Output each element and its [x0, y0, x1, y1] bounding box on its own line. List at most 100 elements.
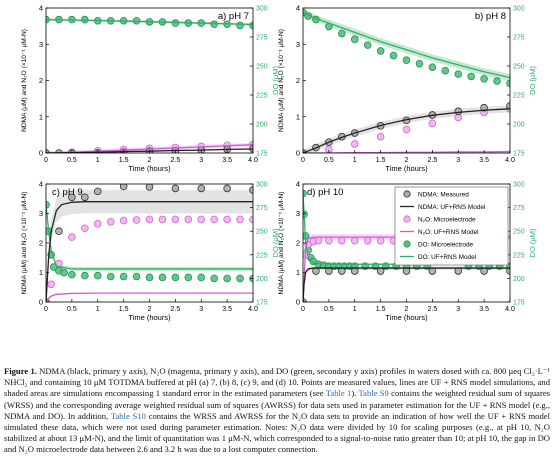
x-tick-label: 2.5	[428, 306, 438, 313]
y-axis-label-left: NDMA (μM) and N₂O (×10⁻¹ μM-N)	[278, 192, 285, 295]
y-tick-label-right: 250	[256, 229, 268, 236]
y-tick-label-left: 0	[39, 298, 43, 307]
x-tick-label: 3	[456, 157, 460, 164]
y-tick-label-left: 3	[39, 40, 43, 49]
y-tick-label-left: 0	[39, 149, 43, 158]
ndma-measured-point	[93, 187, 102, 196]
do-measured-point	[210, 20, 218, 29]
legend: NDMA: Measured NDMA: UF+RNS Model N₂O: Mic…	[394, 186, 509, 266]
legend-marker-do	[403, 240, 411, 248]
y-tick-label-left: 2	[296, 239, 300, 248]
y-tick-label-left: 4	[296, 4, 300, 13]
x-tick-label: 0	[301, 306, 305, 313]
ndma-measured-point	[68, 193, 76, 202]
caption-body: NDMA (black, primary y axis), N₂O (magen…	[4, 366, 550, 454]
ndma-measured-point	[145, 184, 154, 191]
legend-label: NDMA: Measured	[418, 191, 469, 198]
do-measured-point	[106, 272, 115, 281]
y-tick-label-right: 250	[513, 64, 525, 71]
do-measured-point	[376, 47, 385, 55]
n2o-measured-point	[363, 236, 372, 245]
y-tick-label-left: 3	[39, 209, 43, 218]
n2o-measured-point	[376, 132, 385, 141]
y-tick-label-right: 250	[513, 229, 525, 236]
y-axis-label-right: DO (μM)	[528, 228, 537, 257]
y-tick-label-right: 300	[256, 6, 268, 13]
panel-title: a) pH 7	[218, 11, 249, 22]
ndma-measured-point	[46, 149, 50, 153]
plot-area	[46, 184, 253, 302]
x-tick-label: 1.5	[119, 306, 129, 313]
do-measured-point	[415, 59, 424, 68]
do-measured-point	[480, 74, 488, 83]
ndma-model-line	[303, 267, 510, 302]
n2o-measured-point	[171, 215, 180, 224]
ndma-measured-point	[119, 184, 128, 191]
n2o-measured-point	[93, 220, 102, 228]
n2o-measured-point	[402, 125, 411, 134]
n2o-measured-point	[338, 236, 346, 245]
chart-panel: 0 0.5 1 1.5 2 2.5 3 3.5 4.0 0 1 2 3 4 175 200 225 250 275 3…	[21, 4, 280, 174]
y-tick-label-right: 175	[256, 151, 268, 158]
y-axis-label-left: NDMA (μM) and N₂O (×10⁻¹ μM-N)	[21, 29, 28, 132]
ndma-model-band	[46, 189, 253, 302]
do-measured-point	[158, 273, 167, 282]
x-tick-label: 0.5	[324, 157, 334, 164]
x-tick-label: 0.5	[324, 306, 334, 313]
y-tick-label-left: 1	[296, 112, 300, 121]
ndma-measured-point	[249, 186, 253, 194]
do-model-line	[46, 18, 253, 26]
caption-text: contains the weighted residual sum of sq…	[4, 388, 550, 421]
do-measured-point	[467, 72, 475, 81]
x-axis-label: Time (hours)	[128, 313, 171, 322]
ndma-measured-point	[171, 184, 180, 193]
legend-marker-n2o	[403, 215, 411, 223]
caption-table-link[interactable]: Table 1	[325, 388, 352, 399]
do-measured-point	[236, 274, 244, 283]
figure: 0 0.5 1 1.5 2 2.5 3 3.5 4.0012341752002252502753…	[21, 4, 537, 323]
x-tick-label: 4.0	[248, 157, 258, 164]
caption-table-link[interactable]: Table S10	[110, 410, 146, 421]
do-measured-point	[249, 21, 253, 30]
n2o-measured-point	[119, 216, 128, 225]
do-measured-point	[132, 272, 141, 281]
x-tick-label: 3	[456, 306, 460, 313]
x-tick-label: 0	[44, 157, 48, 164]
caption-table-link[interactable]: Table S9	[358, 388, 389, 399]
legend-label: N₂O: Microelectrode	[418, 216, 476, 223]
caption-text: contains the WRSS and AWRSS for the N₂O …	[4, 410, 550, 455]
y-tick-label-left: 3	[296, 40, 300, 49]
y-tick-label-left: 0	[296, 149, 300, 158]
x-tick-label: 3	[199, 157, 203, 164]
y-tick-label-right: 200	[256, 122, 268, 129]
n2o-measured-point	[428, 119, 437, 128]
figure-caption: Figure 1. NDMA (black, primary y axis), …	[4, 366, 550, 456]
do-model-line	[46, 202, 253, 270]
y-tick-label-right: 175	[513, 151, 525, 158]
x-tick-label: 1	[96, 157, 100, 164]
y-tick-label-left: 2	[39, 76, 43, 85]
n2o-measured-point	[249, 215, 253, 224]
plot-area	[46, 15, 253, 153]
n2o-measured-point	[376, 236, 385, 245]
n2o-measured-point	[197, 215, 206, 224]
y-axis-label-right: DO (μM)	[271, 228, 280, 257]
x-tick-label: 3.5	[222, 157, 232, 164]
y-tick-label-left: 4	[39, 180, 43, 189]
do-measured-point	[493, 77, 501, 85]
plot-area	[303, 8, 510, 153]
x-tick-label: 4.0	[505, 306, 515, 313]
n2o-measured-point	[350, 140, 359, 148]
n2o-measured-point	[350, 236, 359, 245]
y-tick-label-left: 1	[39, 268, 43, 277]
caption-label: Figure 1.	[4, 366, 37, 376]
x-tick-label: 3.5	[479, 306, 489, 313]
y-tick-label-left: 3	[296, 209, 300, 218]
ndma-measured-point	[506, 267, 510, 275]
do-measured-point	[350, 35, 359, 44]
y-tick-label-right: 225	[256, 93, 268, 100]
y-tick-label-right: 200	[256, 276, 268, 283]
y-tick-label-left: 1	[296, 268, 300, 277]
ndma-model-line	[303, 108, 510, 153]
ndma-measured-point	[506, 102, 510, 110]
